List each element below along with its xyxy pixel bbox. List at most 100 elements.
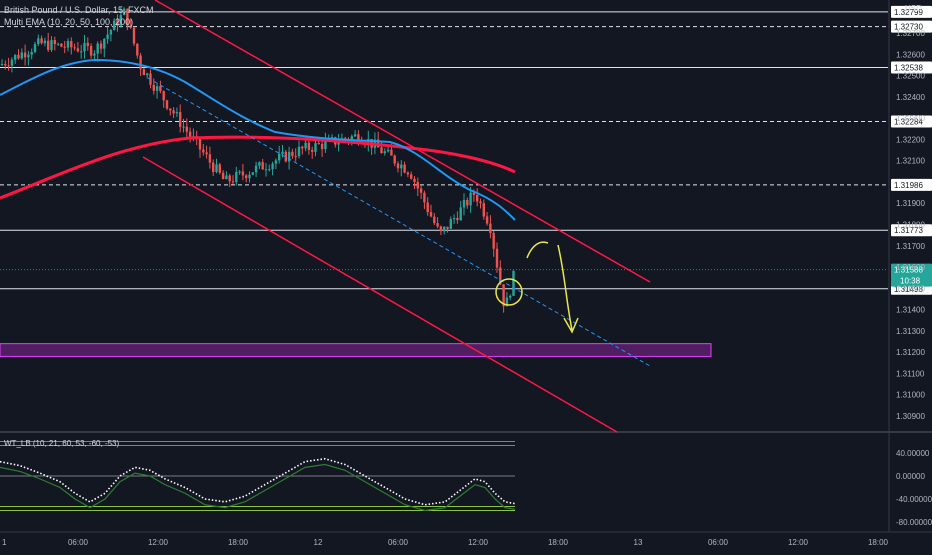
- drawings-layer: [142, 0, 651, 433]
- candle-body: [502, 284, 505, 307]
- candle-body: [469, 192, 472, 206]
- candle-body: [0, 63, 4, 65]
- candle-body: [142, 69, 146, 76]
- candle-body: [159, 86, 162, 92]
- channel-midline[interactable]: [147, 77, 651, 367]
- candle-body: [169, 108, 172, 111]
- symbol-title[interactable]: British Pound / U.S. Dollar, 15, FXCM: [4, 5, 154, 15]
- ema-200-line[interactable]: [0, 135, 516, 200]
- candle-body: [261, 162, 264, 170]
- candle-body: [274, 160, 278, 164]
- candle-body: [27, 54, 30, 58]
- price-tick: 1.32200: [896, 135, 925, 144]
- level-label-bg: [891, 115, 932, 128]
- candle-body: [241, 171, 245, 176]
- candle-body: [152, 84, 155, 91]
- candle-body: [307, 142, 311, 150]
- candle-body: [7, 65, 10, 67]
- candle-body: [446, 226, 449, 229]
- candle-body: [314, 143, 317, 152]
- time-tick: 1: [2, 538, 7, 547]
- countdown-timer: 10:38: [900, 277, 921, 286]
- highlight-circle[interactable]: [495, 278, 523, 306]
- level-label: 1.32799: [894, 8, 923, 17]
- candle-body: [179, 112, 182, 127]
- level-label-bg: [891, 178, 932, 191]
- wt1-line: [0, 457, 516, 506]
- candle-body: [311, 149, 314, 152]
- candle-body: [287, 151, 291, 162]
- level-label: 1.31498: [894, 285, 923, 294]
- candle-body: [53, 40, 56, 45]
- arrow-up-stroke[interactable]: [526, 241, 549, 259]
- candle-body: [126, 8, 129, 26]
- time-tick: 06:00: [68, 538, 89, 547]
- candle-body: [353, 134, 357, 137]
- candle-body: [225, 175, 228, 180]
- candle-body: [89, 46, 93, 56]
- price-tick: 1.31100: [896, 369, 925, 378]
- indicator-title[interactable]: Multi EMA (10, 20, 50, 100, 200): [4, 17, 133, 27]
- candle-body: [132, 27, 136, 44]
- candle-body: [403, 164, 406, 173]
- price-tick: 1.31700: [896, 242, 925, 251]
- candle-body: [479, 201, 482, 204]
- candle-body: [449, 219, 452, 229]
- candle-body: [251, 172, 254, 175]
- candle-body: [350, 136, 353, 141]
- level-label: 1.31986: [894, 181, 923, 190]
- candle-body: [396, 163, 400, 169]
- candle-body: [443, 226, 446, 232]
- candle-body: [83, 42, 86, 52]
- candle-body: [433, 216, 436, 224]
- candle-body: [301, 146, 304, 149]
- price-tick: 1.31800: [896, 221, 925, 230]
- candle-body: [284, 151, 287, 162]
- candle-body: [63, 46, 66, 48]
- candle-body: [423, 192, 426, 203]
- arrow-down-stroke[interactable]: [557, 244, 579, 334]
- candle-body: [47, 40, 50, 50]
- oscillator-title[interactable]: WT_LB (10, 21, 60, 53, -60, -53): [4, 439, 120, 448]
- candle-body: [429, 212, 433, 217]
- candle-body: [410, 174, 413, 179]
- level-label: 1.32284: [894, 118, 923, 127]
- candle-body: [20, 52, 23, 59]
- price-tick: 1.31500: [896, 284, 925, 293]
- candle-body: [4, 63, 7, 66]
- time-tick: 06:00: [388, 538, 409, 547]
- candle-body: [40, 38, 43, 44]
- candle-body: [492, 233, 495, 249]
- candle-body: [357, 134, 360, 142]
- candle-body: [99, 43, 103, 49]
- candle-body: [136, 43, 139, 56]
- candle-body: [185, 126, 188, 132]
- time-tick: 18:00: [868, 538, 889, 547]
- current-price-value: 1.31588: [894, 266, 923, 275]
- candle-body: [485, 216, 489, 224]
- candle-body: [113, 20, 116, 31]
- candle-body: [221, 172, 225, 180]
- channel-upper-line[interactable]: [154, 0, 651, 283]
- candle-body: [228, 175, 231, 182]
- price-tick: 1.32600: [896, 50, 925, 59]
- candle-body: [439, 226, 443, 232]
- wt2-line: [0, 463, 516, 512]
- ema-50-line[interactable]: [0, 58, 516, 221]
- time-tick: 12: [314, 538, 323, 547]
- candle-body: [116, 20, 119, 26]
- candle-body: [43, 40, 47, 44]
- candle-body: [231, 181, 235, 183]
- candle-body: [400, 164, 403, 169]
- candle-body: [218, 164, 221, 173]
- candle-body: [505, 297, 509, 307]
- channel-lower-line[interactable]: [142, 156, 618, 433]
- time-tick: 13: [634, 538, 643, 547]
- demand-zone[interactable]: [0, 343, 712, 357]
- candle-body: [426, 202, 429, 213]
- time-tick: 18:00: [228, 538, 249, 547]
- price-tick: 1.32500: [896, 72, 925, 81]
- candle-body: [146, 73, 149, 76]
